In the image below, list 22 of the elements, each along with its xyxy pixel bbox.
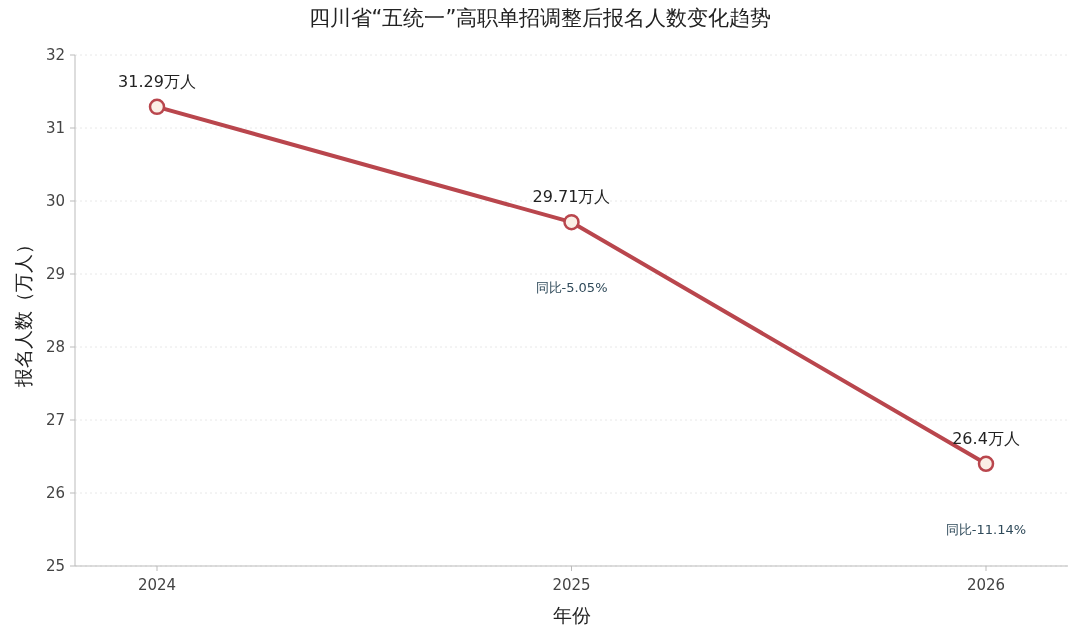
x-tick-label: 2025 [552,576,591,594]
point [563,213,580,231]
x-tick-label: 2026 [966,576,1006,594]
y-tick-label: 31 [45,119,65,137]
data-label: 29.71万人 [532,187,611,207]
data-label: 26.4万人 [952,428,1020,448]
y-tick-label: 26 [45,484,65,502]
data-label: 31.29万人 [118,71,196,91]
y-axis-title: 报名人数（万人） [12,234,34,388]
annotation: 同比-11.14% [945,521,1027,537]
point [148,98,166,116]
y-tick-label: 30 [45,192,65,210]
y-tick-label: 25 [45,557,65,575]
x-tick-label: 2024 [137,576,177,594]
y-tick-label: 28 [45,338,65,356]
y-tick-label: 29 [45,265,65,283]
x-axis-title: 年份 [552,604,591,626]
y-tick-label: 32 [45,46,65,64]
y-tick-label: 27 [45,411,65,429]
annotation: 同比-5.05% [535,280,608,296]
chart-title: 四川省“五统一”高职单招调整后报名人数变化趋势 [308,6,772,30]
point [977,455,995,473]
